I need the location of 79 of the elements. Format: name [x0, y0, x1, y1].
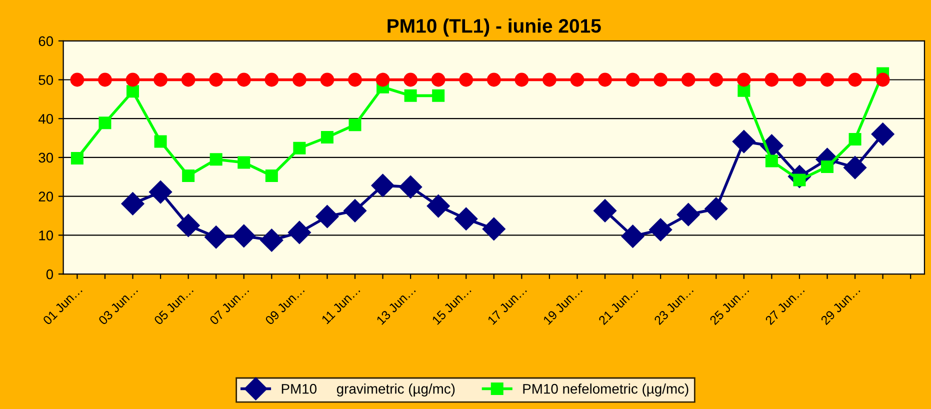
- point: [209, 72, 224, 87]
- y-tick-label: 20: [38, 192, 54, 202]
- point: [792, 72, 806, 87]
- legend-label: PM10 nefelometric (µg/mc): [523, 384, 688, 396]
- point: [264, 72, 279, 87]
- point: [320, 131, 334, 144]
- point: [98, 72, 112, 87]
- point: [431, 72, 446, 87]
- point: [426, 194, 450, 218]
- y-tick-label: 10: [39, 230, 54, 240]
- point: [149, 180, 172, 204]
- point: [848, 132, 862, 146]
- point: [316, 205, 339, 228]
- point: [459, 72, 474, 87]
- point: [181, 72, 196, 87]
- point: [626, 72, 640, 87]
- point: [821, 160, 834, 174]
- point: [486, 72, 501, 87]
- point: [404, 72, 418, 87]
- point: [876, 72, 890, 87]
- point: [293, 142, 306, 154]
- point: [344, 199, 366, 222]
- point: [676, 203, 700, 226]
- point: [736, 72, 751, 87]
- point: [738, 84, 750, 97]
- point: [121, 192, 144, 216]
- point: [621, 224, 644, 248]
- point: [210, 153, 222, 166]
- point: [404, 89, 417, 102]
- point: [348, 72, 362, 87]
- point: [260, 228, 284, 252]
- point: [176, 214, 200, 237]
- point: [848, 72, 862, 87]
- point: [570, 72, 584, 87]
- point: [844, 156, 867, 180]
- point: [514, 72, 529, 87]
- point: [154, 135, 167, 148]
- point: [649, 218, 672, 242]
- point: [126, 85, 140, 98]
- chart-title: PM10 (TL1) - iunie 2015: [388, 18, 601, 37]
- point: [232, 224, 256, 248]
- y-tick-label: 60: [38, 36, 54, 46]
- point: [265, 169, 278, 182]
- point: [654, 72, 668, 87]
- point: [236, 72, 251, 87]
- point: [288, 220, 311, 244]
- point: [820, 72, 834, 87]
- point: [70, 72, 84, 87]
- y-tick-label: 30: [38, 152, 54, 163]
- point: [598, 72, 612, 87]
- point: [709, 72, 724, 87]
- point: [126, 72, 140, 87]
- point: [732, 130, 756, 154]
- point: [182, 169, 195, 182]
- point: [764, 72, 779, 87]
- point: [154, 72, 168, 87]
- point: [871, 122, 894, 146]
- y-tick-label: 50: [38, 75, 54, 85]
- y-tick-label: 0: [46, 269, 54, 280]
- point: [292, 72, 306, 87]
- legend-label: PM10 gravimetric (µg/mc): [282, 384, 455, 396]
- point: [320, 72, 334, 87]
- point: [594, 199, 617, 222]
- point: [482, 217, 506, 240]
- point: [432, 89, 445, 102]
- point: [454, 207, 478, 230]
- point: [371, 174, 394, 197]
- point: [399, 175, 422, 198]
- point: [765, 154, 778, 168]
- point: [376, 72, 390, 87]
- point: [238, 156, 250, 169]
- point: [704, 197, 728, 220]
- point: [204, 226, 228, 249]
- point: [681, 72, 696, 87]
- point: [70, 152, 84, 164]
- y-tick-label: 40: [38, 114, 54, 124]
- point: [98, 116, 112, 130]
- point: [542, 72, 556, 87]
- point: [348, 118, 362, 132]
